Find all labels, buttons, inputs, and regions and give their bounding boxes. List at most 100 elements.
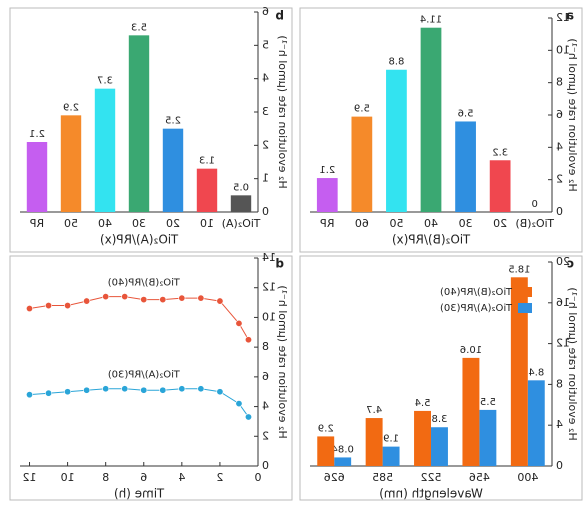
point — [216, 388, 224, 396]
point — [26, 305, 34, 313]
bar — [510, 277, 528, 466]
y-tick-label: 0 — [556, 459, 563, 472]
y-tick-label: 0 — [556, 205, 563, 218]
point — [244, 413, 252, 421]
point — [140, 296, 148, 304]
x-tick-label: 522 — [421, 471, 442, 484]
value-label: 1.9 — [383, 434, 399, 445]
bar — [489, 160, 511, 212]
point — [235, 319, 243, 327]
value-label: 5.3 — [131, 22, 147, 33]
x-tick-label: 4 — [178, 471, 185, 484]
bar — [462, 357, 480, 466]
x-tick-label: 12 — [23, 471, 37, 484]
point — [140, 386, 148, 394]
y-tick-label: 20 — [556, 255, 570, 268]
point — [64, 388, 72, 396]
y-axis-label: H₂ evolution rate (μmol h⁻¹) — [276, 35, 289, 188]
bar — [128, 35, 150, 213]
bar — [230, 195, 252, 212]
y-tick-label: 3 — [262, 105, 269, 118]
value-label: 1.3 — [199, 156, 215, 167]
value-label: 2.1 — [319, 165, 335, 176]
series-line — [29, 296, 249, 340]
x-tick-label: 30 — [459, 217, 473, 230]
x-tick-label: 456 — [469, 471, 490, 484]
legend-label: TiO₂(B)/RP(40) — [440, 287, 513, 298]
x-tick-label: 8 — [102, 471, 109, 484]
value-label: 2.1 — [29, 129, 45, 140]
point — [26, 391, 34, 399]
legend-swatch — [518, 287, 532, 297]
y-tick-label: 4 — [556, 418, 563, 431]
bar — [317, 436, 335, 466]
y-tick-label: 12 — [556, 11, 570, 24]
value-label: 0 — [532, 199, 538, 210]
point — [197, 294, 205, 302]
y-tick-label: 4 — [262, 400, 269, 413]
point — [159, 296, 167, 304]
y-tick-label: 5 — [262, 38, 269, 51]
bar — [316, 178, 338, 212]
y-axis-label: H₂ evolution rate (μmol h⁻¹) — [566, 38, 579, 191]
y-tick-label: 12 — [556, 337, 570, 350]
y-tick-label: 6 — [262, 5, 269, 18]
point — [83, 297, 91, 305]
y-tick-label: 4 — [262, 72, 269, 85]
value-label: 5.9 — [354, 104, 370, 115]
value-label: 2.9 — [318, 423, 334, 434]
point — [45, 302, 53, 310]
y-tick-label: 6 — [556, 108, 563, 121]
point — [235, 400, 243, 408]
y-tick-label: 6 — [262, 370, 269, 383]
bar — [196, 168, 218, 212]
series-label: TiO₂(A)/RP(30) — [108, 370, 181, 381]
series-label: TiO₂(B)/RP(40) — [108, 278, 181, 289]
y-tick-label: 8 — [556, 76, 563, 89]
y-tick-label: 2 — [556, 173, 563, 186]
point — [45, 389, 53, 397]
legend-swatch — [518, 303, 532, 313]
legend-label: TiO₂(A)/RP(30) — [440, 303, 513, 314]
value-label: 8.4 — [528, 367, 544, 378]
panel-label: b — [275, 9, 284, 23]
x-tick-label: 50 — [389, 217, 403, 230]
value-label: 11.4 — [420, 15, 442, 26]
value-label: 10.6 — [460, 345, 482, 356]
value-label: 0.84 — [332, 444, 354, 455]
x-tick-label: RP — [320, 217, 335, 230]
bar — [351, 116, 373, 212]
value-label: 3.2 — [492, 147, 508, 158]
value-label: 4.7 — [366, 405, 382, 416]
panel-label: d — [275, 257, 284, 271]
point — [216, 297, 224, 305]
y-tick-label: 8 — [262, 340, 269, 353]
y-tick-label: 12 — [262, 281, 276, 294]
y-tick-label: 2 — [262, 138, 269, 151]
y-tick-label: 4 — [556, 140, 563, 153]
y-tick-label: 16 — [556, 296, 570, 309]
x-tick-label: RP — [29, 217, 44, 230]
y-axis-label: H₂ evolution rate (μmol h⁻¹) — [566, 287, 579, 440]
y-tick-label: 2 — [262, 429, 269, 442]
point — [83, 386, 91, 394]
point — [244, 336, 252, 344]
bar — [382, 446, 400, 466]
y-tick-label: 14 — [262, 251, 276, 264]
bar — [414, 410, 431, 466]
value-label: 5.4 — [415, 398, 431, 409]
bar — [420, 27, 442, 213]
bar — [162, 128, 184, 212]
bar — [365, 418, 383, 466]
x-tick-label: 0 — [255, 471, 262, 484]
series-line — [29, 388, 249, 418]
x-axis-label: Time (h) — [114, 487, 165, 501]
panel-frame — [299, 255, 583, 501]
x-tick-label: 6 — [140, 471, 147, 484]
x-tick-label: 40 — [98, 217, 112, 230]
x-tick-label: 60 — [355, 217, 369, 230]
bar — [479, 409, 497, 466]
y-tick-label: 10 — [262, 310, 276, 323]
y-tick-label: 0 — [262, 205, 269, 218]
